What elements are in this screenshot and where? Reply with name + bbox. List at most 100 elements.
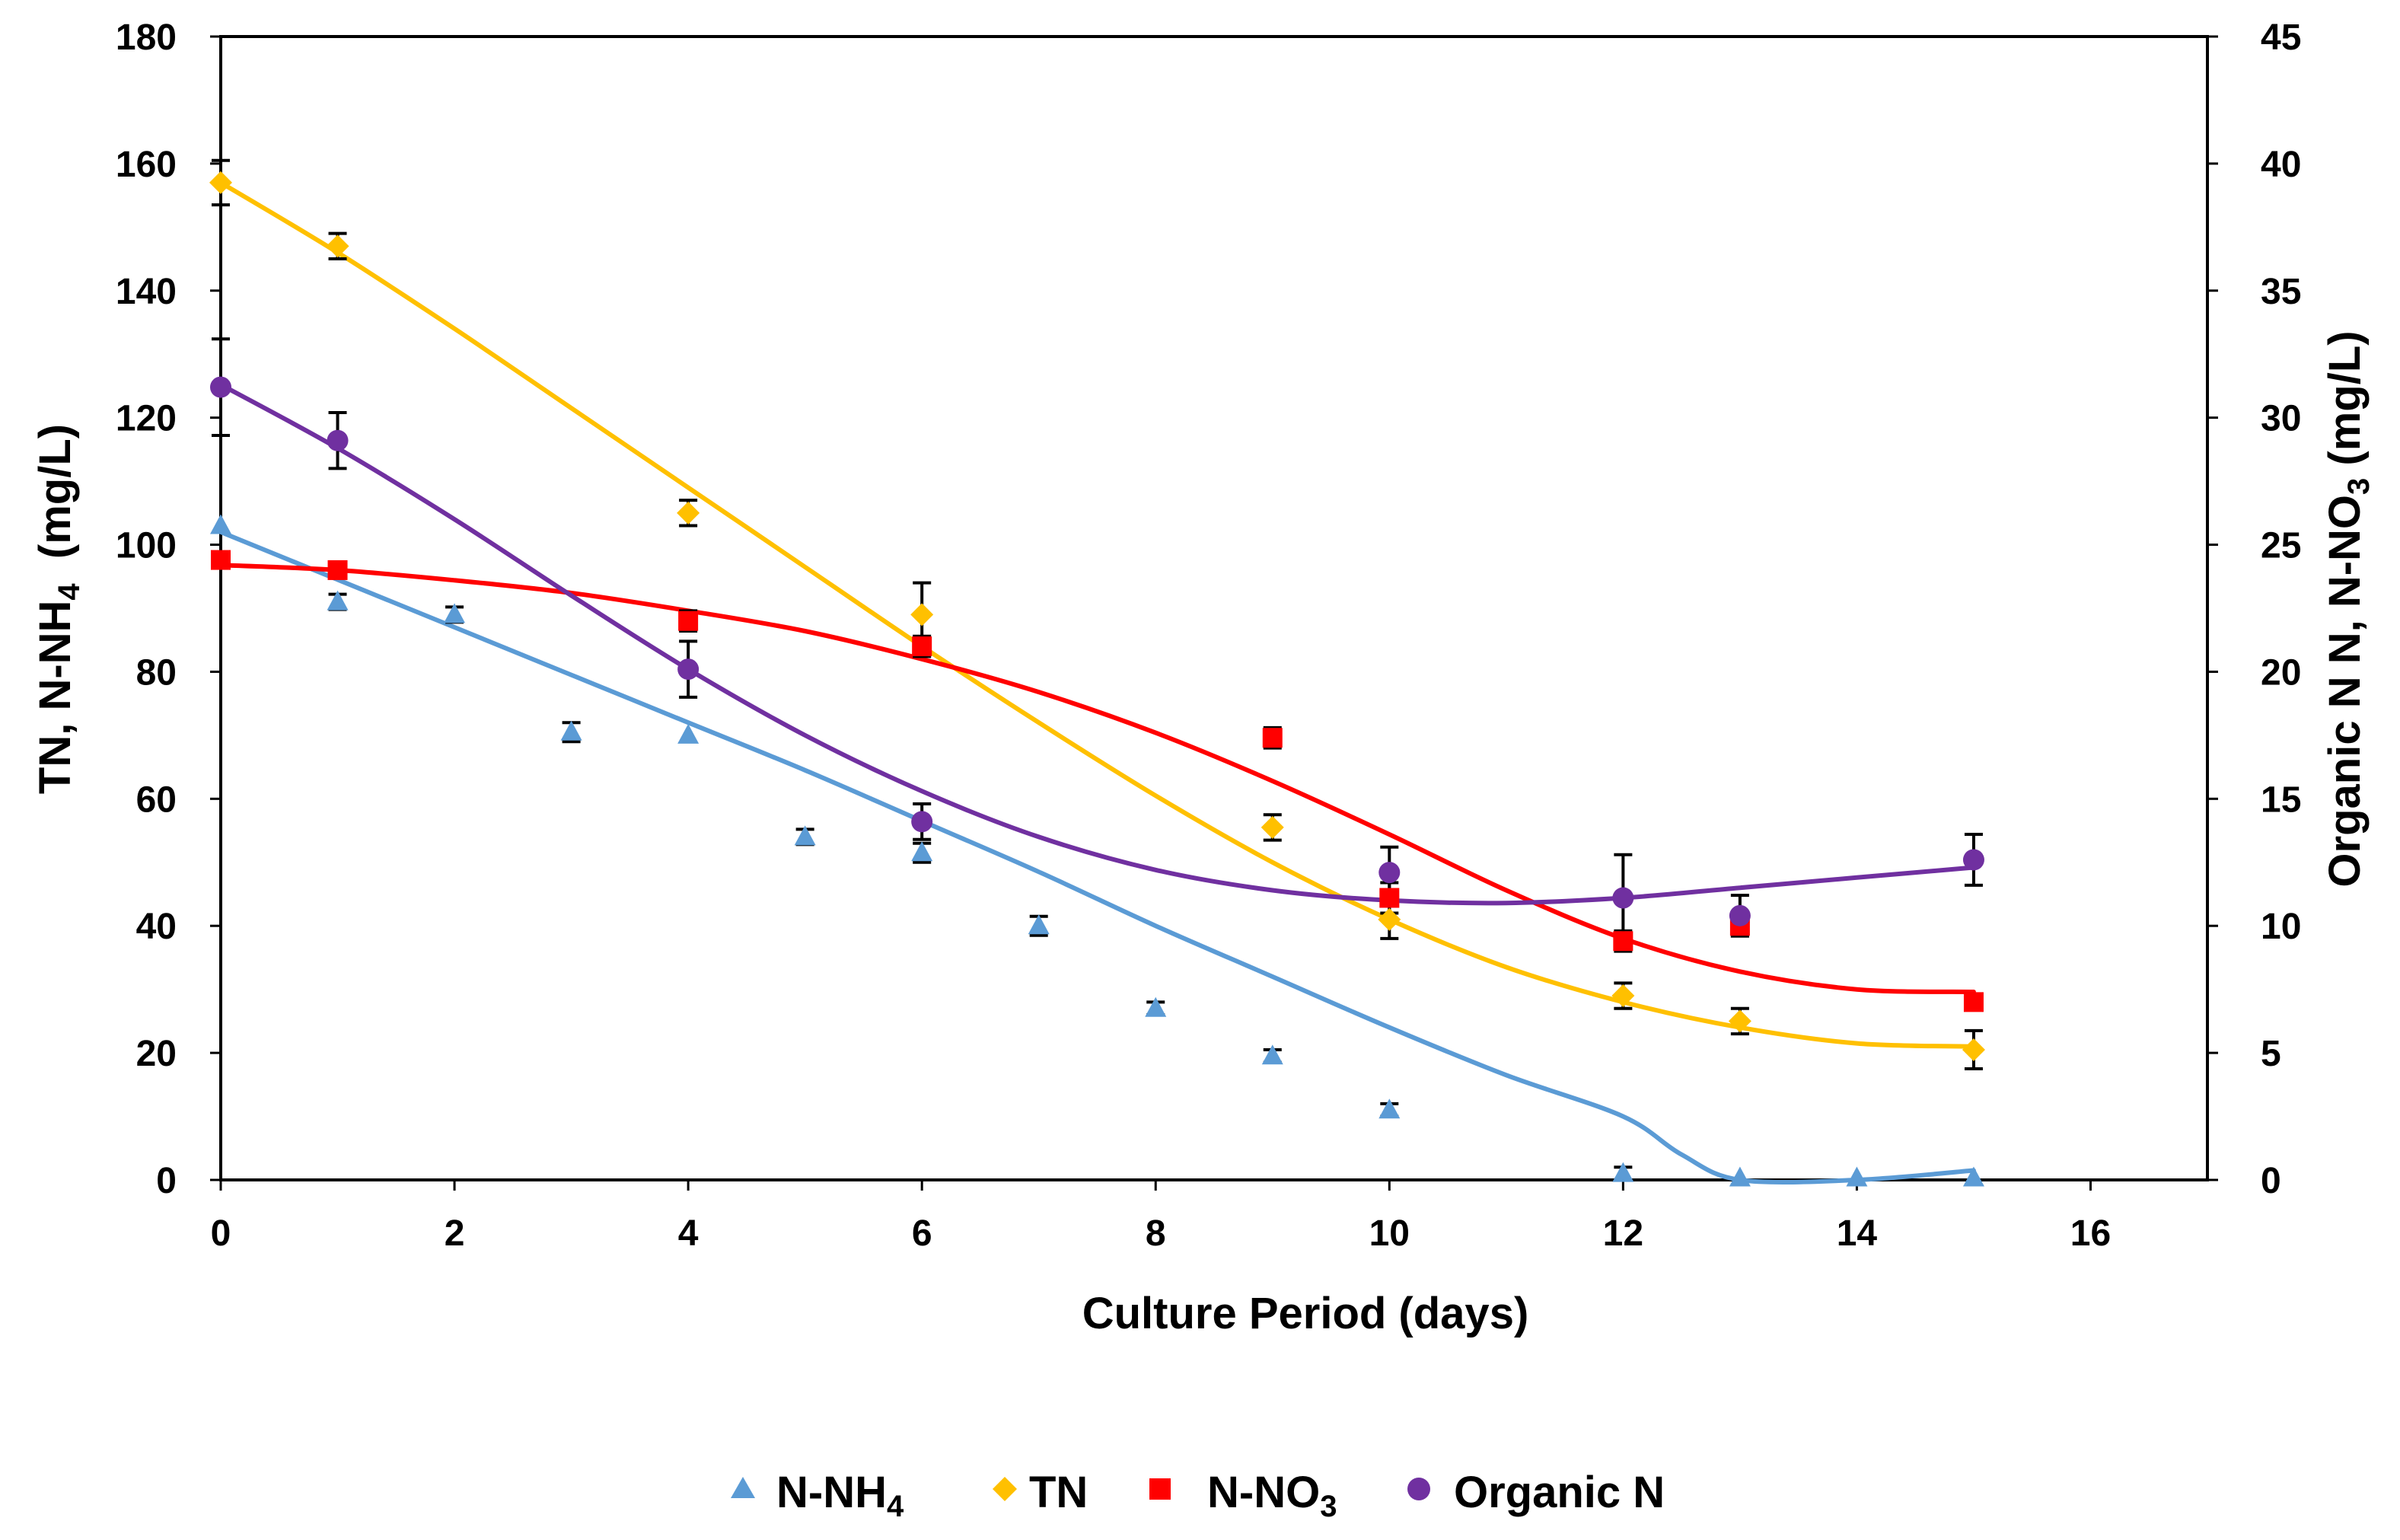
left-y-tick-label: 120 [116,399,177,439]
x-tick-label: 2 [445,1213,465,1254]
data-point-organic-n [327,429,349,451]
legend: N-NH4 TN N-NO3 Organic N [731,1468,1665,1523]
data-point-tn [209,171,232,194]
data-point-n-no3 [678,611,699,631]
legend-diamond-marker [993,1477,1017,1501]
right-y-axis-ticks: 0 5 10 15 20 25 30 35 40 45 [2207,18,2301,1201]
data-point-n-nh4 [677,723,700,744]
x-tick-label: 8 [1146,1213,1166,1254]
data-point-tn [1611,984,1635,1008]
data-point-n-nh4 [1028,914,1050,935]
data-point-organic-n [911,811,933,833]
legend-label-organic-n: Organic N [1454,1468,1665,1517]
data-point-n-nh4 [1145,996,1167,1017]
data-point-n-nh4 [327,590,349,611]
legend-item-organic-n: Organic N [1407,1468,1665,1517]
right-y-tick-label: 10 [2261,907,2301,947]
x-tick-label: 4 [678,1213,699,1254]
data-point-n-nh4 [1729,1166,1751,1187]
left-y-tick-label: 160 [116,145,177,185]
data-point-n-nh4 [1378,1098,1401,1119]
trendline-n-nh4 [218,529,1976,1185]
data-point-n-nh4 [1261,1044,1283,1065]
right-y-tick-label: 35 [2261,272,2301,312]
data-point-n-nh4 [794,825,816,846]
right-y-axis-title-suffix: (mg/L) [2320,330,2370,477]
data-point-n-nh4 [444,603,466,623]
data-point-tn [1378,907,1401,931]
legend-circle-marker [1407,1478,1430,1500]
data-point-n-no3 [211,550,231,570]
legend-item-n-nh4: N-NH4 [731,1468,904,1523]
legend-item-tn: TN [993,1468,1088,1517]
left-y-axis-title-subscript: 4 [53,583,86,601]
right-y-tick-label: 15 [2261,780,2301,820]
data-points [209,171,1985,1187]
legend-label-n-no3: N-NO3 [1207,1468,1337,1523]
left-y-tick-label: 180 [116,18,177,58]
data-point-tn [1261,815,1284,839]
plot-area [219,35,2209,1181]
data-point-n-nh4 [560,720,582,741]
data-point-tn [326,234,349,258]
trendlines [218,180,1976,1185]
data-point-tn [1962,1038,1985,1061]
trendline-organic-n [218,382,1976,906]
left-y-tick-label: 140 [116,272,177,312]
right-y-tick-label: 40 [2261,145,2301,185]
left-y-tick-label: 40 [136,907,177,947]
right-y-tick-label: 30 [2261,399,2301,439]
trendline-n-no3 [218,563,1976,994]
data-point-n-nh4 [210,514,231,534]
data-point-n-nh4 [911,841,933,862]
data-point-tn [1728,1009,1751,1033]
right-y-tick-label: 25 [2261,526,2301,566]
legend-label-tn: TN [1029,1468,1088,1517]
data-point-n-no3 [1379,888,1400,908]
data-point-organic-n [1729,904,1751,926]
x-axis-ticks: 0 2 4 6 8 10 12 14 16 [211,1180,2111,1254]
left-y-axis-title: TN, N-NH4 (mg/L) [30,424,86,794]
legend-label-n-nh4: N-NH4 [776,1468,904,1523]
legend-triangle-marker [731,1477,755,1498]
x-tick-label: 6 [912,1213,932,1254]
left-y-tick-label: 100 [116,526,177,566]
x-tick-label: 0 [211,1213,231,1254]
right-y-tick-label: 45 [2261,18,2301,58]
left-y-tick-label: 60 [136,780,177,820]
data-point-organic-n [1378,862,1401,884]
data-point-tn [677,501,700,524]
data-point-n-no3 [1262,728,1283,748]
left-y-tick-label: 0 [156,1161,177,1201]
data-point-n-no3 [1963,992,1984,1012]
left-y-axis-title-main: TN, N-NH [30,601,80,795]
right-y-tick-label: 0 [2261,1161,2281,1201]
right-y-tick-label: 5 [2261,1034,2281,1074]
right-y-axis-title-main: Organic N N, N-NO [2320,495,2370,888]
data-point-n-no3 [327,560,348,580]
legend-item-n-no3: N-NO3 [1149,1468,1337,1523]
x-tick-label: 10 [1369,1213,1410,1254]
left-y-tick-label: 20 [136,1034,177,1074]
data-point-organic-n [1612,887,1634,909]
x-tick-label: 16 [2070,1213,2111,1254]
data-point-n-no3 [1613,931,1633,952]
left-y-tick-label: 80 [136,652,177,693]
left-y-axis-title-suffix: (mg/L) [30,424,80,583]
x-tick-label: 12 [1603,1213,1643,1254]
right-y-axis-title: Organic N N, N-NO3 (mg/L) [2320,330,2376,887]
right-y-tick-label: 20 [2261,652,2301,693]
data-point-tn [910,603,934,627]
left-y-axis-ticks: 0 20 40 60 80 100 120 140 160 180 [116,18,221,1201]
x-tick-label: 14 [1837,1213,1878,1254]
data-point-n-no3 [912,636,932,657]
data-point-n-nh4 [1846,1166,1868,1187]
data-point-organic-n [1962,849,1984,871]
data-point-n-nh4 [1612,1162,1634,1182]
data-point-organic-n [677,658,700,681]
data-point-n-nh4 [1962,1166,1984,1187]
x-axis-title: Culture Period (days) [1082,1289,1529,1338]
legend-square-marker [1149,1478,1171,1500]
